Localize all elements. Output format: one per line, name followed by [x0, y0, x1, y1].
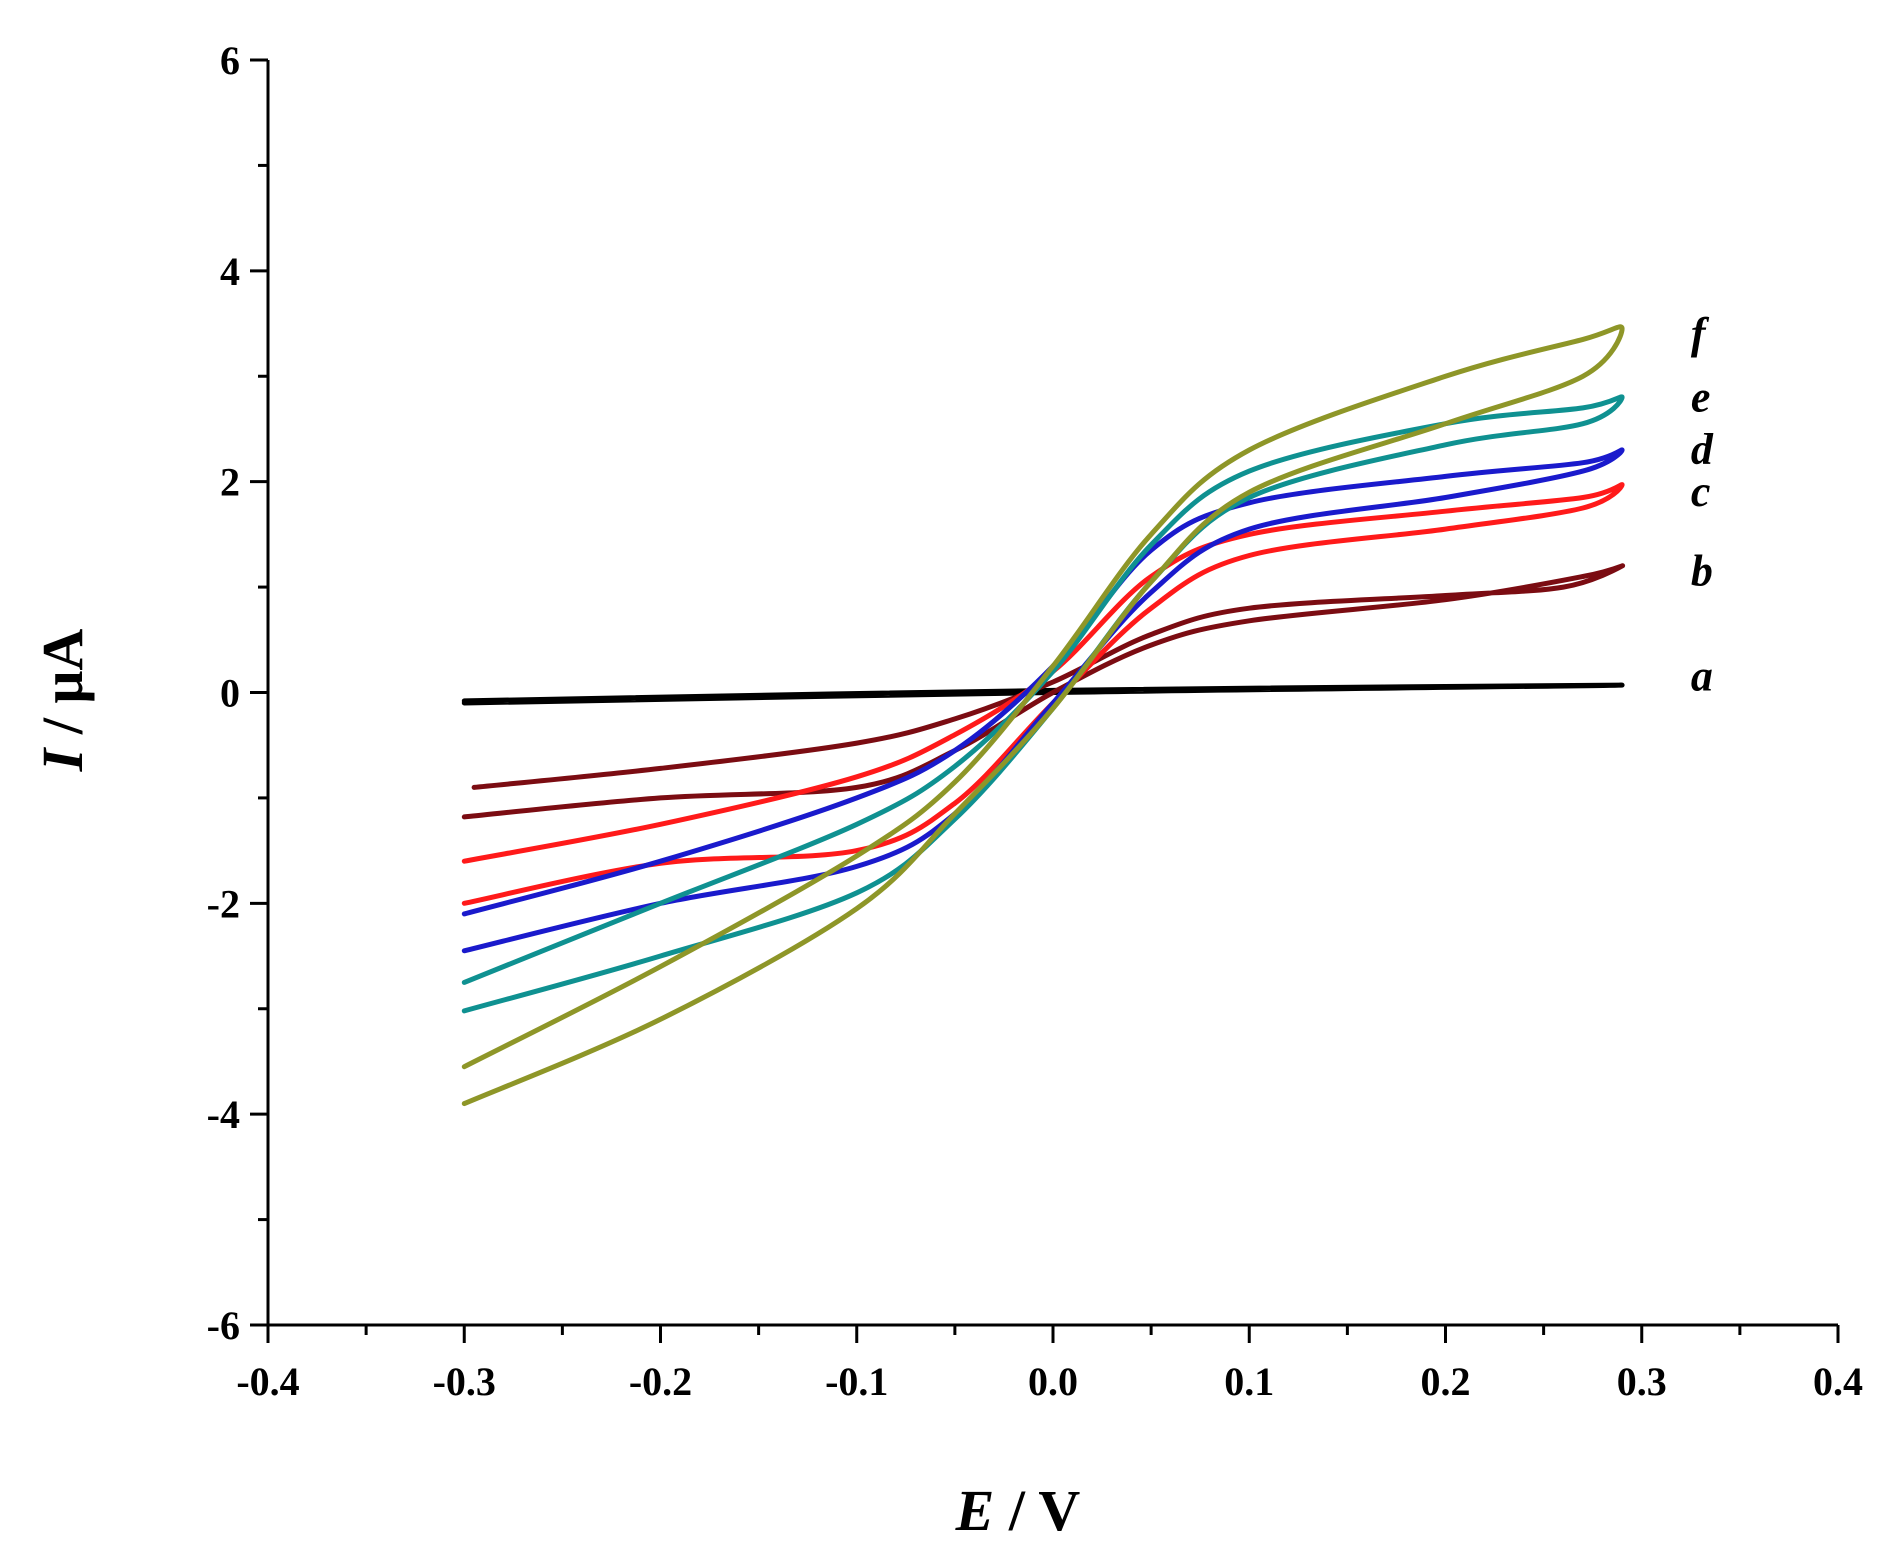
curve-e	[461, 394, 1625, 1014]
y-tick-label: 6	[220, 38, 240, 83]
curve-b	[461, 563, 1626, 820]
axes: -0.4 -0.3 -0.2 -0.1 0.0 0.1 0.2 0.3 0.4 -6 -4 -2 0 2 4…	[207, 38, 1863, 1404]
y-tick-label: 2	[220, 460, 240, 505]
x-tick-label: 0.1	[1224, 1359, 1274, 1404]
x-tick-label: -0.3	[433, 1359, 496, 1404]
curve-a	[461, 682, 1625, 706]
x-tick-label: -0.4	[236, 1359, 299, 1404]
x-axis-title: E / V	[955, 1478, 1081, 1543]
curve-label-c: c	[1691, 467, 1711, 516]
x-tick-label: 0.4	[1813, 1359, 1863, 1404]
x-tick-label: 0.3	[1617, 1359, 1667, 1404]
x-tick-label: 0.0	[1028, 1359, 1078, 1404]
x-tick-label: 0.2	[1421, 1359, 1471, 1404]
y-tick-label: 4	[220, 249, 240, 294]
y-tick-label: -6	[207, 1303, 240, 1348]
curve-label-a: a	[1691, 652, 1713, 701]
curve-label-d: d	[1691, 425, 1714, 474]
curve-d	[461, 447, 1625, 954]
y-axis-title: I / μA	[30, 629, 95, 773]
curves	[461, 324, 1626, 1107]
curve-label-b: b	[1691, 546, 1713, 595]
y-tick-label: -4	[207, 1092, 240, 1137]
y-tick-label: -2	[207, 881, 240, 926]
x-tick-label: -0.1	[825, 1359, 888, 1404]
curve-c	[461, 482, 1625, 906]
y-tick-label: 0	[220, 671, 240, 716]
curve-label-f: f	[1691, 309, 1710, 358]
curve-label-e: e	[1691, 372, 1711, 421]
curve-f	[461, 324, 1625, 1107]
x-tick-label: -0.2	[629, 1359, 692, 1404]
